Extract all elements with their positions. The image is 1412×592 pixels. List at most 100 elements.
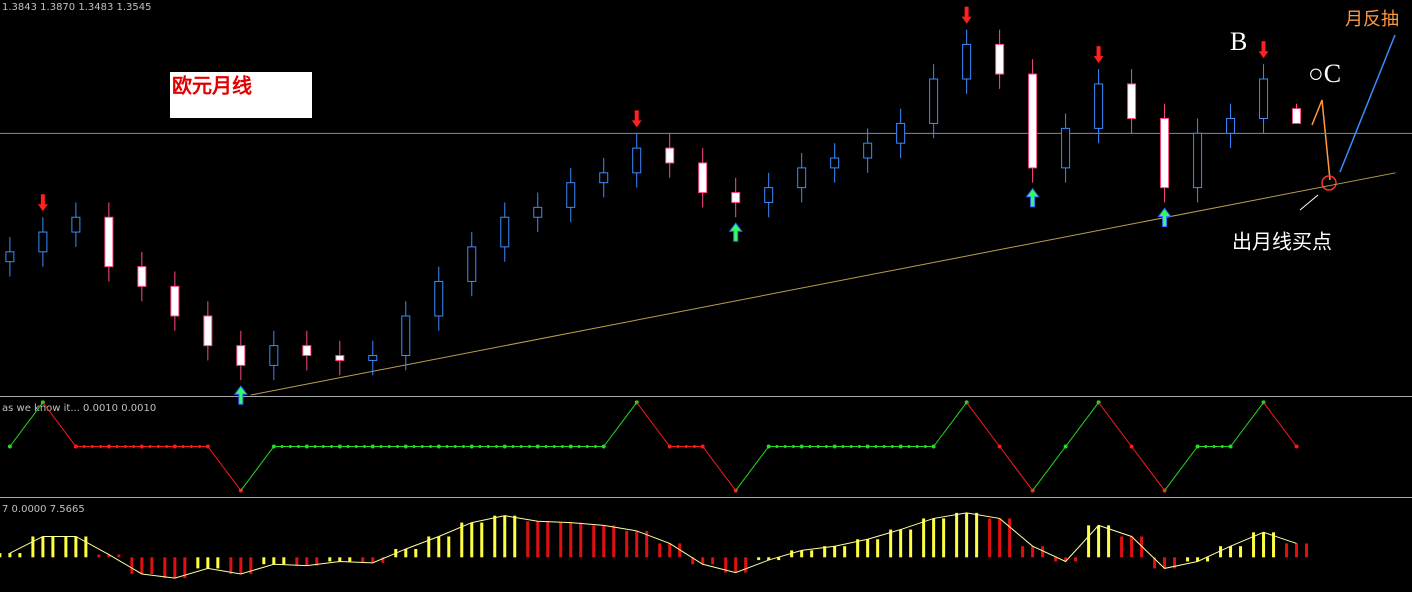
histogram-bar: [1021, 546, 1025, 558]
histogram-bar: [18, 553, 22, 558]
candle-body: [104, 216, 114, 268]
candle-body: [401, 315, 411, 356]
histogram-bar: [955, 512, 959, 558]
ohlc-label: 1.3843 1.3870 1.3483 1.3545: [2, 2, 152, 13]
histogram-bar: [1173, 557, 1177, 569]
histogram-bar: [833, 546, 837, 558]
histogram-bar: [856, 539, 860, 558]
histogram-bar: [503, 515, 507, 558]
histogram-bar: [513, 515, 517, 558]
histogram-bar: [635, 530, 639, 558]
histogram-bar: [371, 557, 375, 563]
histogram-bar: [734, 557, 738, 573]
candle-body: [500, 216, 510, 248]
histogram-bar: [790, 550, 794, 558]
trendline: [250, 172, 1396, 396]
step-segment: [1098, 402, 1132, 447]
histogram-bar: [315, 557, 319, 566]
annotation: 出月线买点: [1232, 230, 1332, 254]
histogram-bar: [1064, 557, 1068, 562]
step-segment: [1263, 402, 1297, 447]
title-box: [170, 72, 312, 118]
histogram-bar: [206, 557, 210, 569]
histogram-bar: [777, 557, 781, 561]
candle-body: [533, 206, 543, 218]
histogram-bar: [711, 557, 715, 565]
histogram-bar: [1140, 536, 1144, 558]
histogram-bar: [117, 554, 121, 558]
histogram-bar: [678, 543, 682, 558]
histogram-bar: [975, 512, 979, 558]
sell-signal: [1258, 41, 1269, 59]
histogram-bar: [216, 557, 220, 569]
candle-body: [731, 192, 741, 203]
histogram-bar: [1219, 546, 1223, 558]
candle-body: [137, 266, 147, 287]
step-segment: [636, 402, 671, 447]
histogram-bar: [140, 557, 144, 574]
candle-body: [302, 345, 312, 356]
histogram-bar: [1295, 543, 1299, 558]
annotation: B: [1230, 27, 1247, 56]
histogram-bar: [173, 557, 177, 579]
candle-body: [368, 355, 378, 361]
histogram-bar: [922, 518, 926, 558]
histogram-bar: [526, 521, 530, 558]
histogram-bar: [404, 548, 408, 558]
histogram-bar: [1196, 557, 1200, 562]
step-segment: [933, 402, 968, 447]
histogram-bar: [1097, 525, 1101, 558]
histogram-bar: [691, 557, 695, 565]
histogram-bar: [536, 521, 540, 558]
histogram-bar: [262, 557, 266, 565]
histogram-bar: [8, 553, 12, 558]
histogram-bar: [97, 554, 101, 558]
histogram-bar: [909, 529, 913, 558]
histogram-bar: [183, 557, 187, 579]
histogram-bar: [1229, 546, 1233, 558]
histogram-bar: [381, 557, 385, 563]
histogram-bar: [338, 557, 342, 562]
candle-body: [1160, 118, 1170, 189]
candle-body: [1127, 83, 1137, 119]
candle-body: [962, 43, 972, 80]
histogram-bar: [239, 557, 243, 574]
histogram-bar: [295, 557, 299, 566]
candle-body: [467, 246, 477, 282]
step-segment: [9, 402, 44, 447]
step-segment: [735, 446, 770, 491]
histogram-bar: [460, 522, 464, 558]
buy-point: [1321, 175, 1337, 191]
histogram-line: [9, 512, 1297, 579]
candle-body: [434, 280, 444, 317]
buy-signal: [1157, 207, 1172, 227]
candle-body: [71, 216, 81, 233]
step-segment: [1032, 446, 1066, 491]
annotation: ○C: [1308, 59, 1341, 88]
sell-signal: [37, 194, 48, 212]
candle-body: [797, 167, 807, 189]
histogram-bar: [272, 557, 276, 565]
step-segment: [1164, 446, 1198, 491]
histogram-bar: [1008, 518, 1012, 558]
candle-body: [269, 345, 279, 366]
candle-body: [896, 122, 906, 144]
histogram-bar: [1272, 532, 1276, 558]
histogram-bar: [1305, 543, 1309, 558]
sell-signal: [1093, 46, 1104, 64]
histogram-bar: [602, 525, 606, 558]
candle-body: [1226, 118, 1236, 134]
histogram-bar: [724, 557, 728, 573]
histogram-bar: [282, 557, 286, 565]
histogram-bar: [889, 529, 893, 558]
histogram-bar: [1262, 532, 1266, 558]
sell-signal: [961, 6, 972, 24]
candle-body: [1061, 127, 1071, 169]
step-segment: [702, 446, 737, 491]
histogram-bar: [107, 554, 111, 558]
candle-body: [170, 285, 180, 317]
step-point: [1294, 444, 1299, 449]
candle-body: [698, 162, 708, 194]
histogram-bar: [1252, 532, 1256, 558]
histogram-bar: [592, 525, 596, 558]
